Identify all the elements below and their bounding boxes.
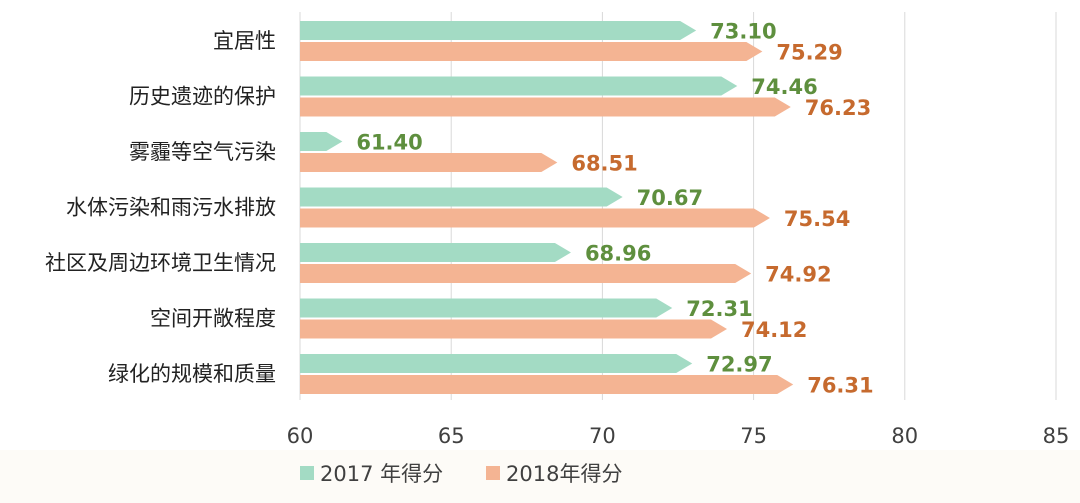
- bar-series-2: [300, 208, 770, 228]
- category-label: 宜居性: [213, 29, 276, 53]
- x-tick-label: 70: [589, 424, 616, 448]
- category-label: 空间开敞程度: [150, 307, 276, 331]
- bar-series-2: [300, 264, 752, 283]
- bar-series-2: [300, 153, 558, 172]
- data-label: 74.12: [741, 318, 807, 342]
- bar-series-2: [300, 375, 794, 394]
- data-label: 74.92: [765, 263, 831, 287]
- x-tick-label: 65: [438, 424, 465, 448]
- bar-series-1: [300, 354, 693, 373]
- legend-label: 2018年得分: [506, 462, 622, 486]
- bar-series-1: [300, 187, 623, 207]
- data-label: 68.96: [585, 242, 651, 266]
- bar-series-2: [300, 42, 763, 61]
- category-label: 绿化的规模和质量: [108, 362, 276, 386]
- category-label: 水体污染和雨污水排放: [66, 196, 276, 220]
- bar-series-1: [300, 298, 673, 318]
- bar-series-1: [300, 132, 343, 151]
- bar-series-1: [300, 243, 571, 262]
- bar-series-2: [300, 319, 727, 339]
- category-label: 历史遗迹的保护: [129, 85, 276, 109]
- bar-series-1: [300, 21, 697, 40]
- legend-label: 2017 年得分: [320, 462, 443, 486]
- category-label: 雾霾等空气污染: [129, 140, 276, 164]
- x-tick-label: 60: [287, 424, 314, 448]
- category-label: 社区及周边环境卫生情况: [45, 251, 276, 275]
- data-label: 73.10: [710, 20, 776, 44]
- legend-swatch: [300, 466, 314, 480]
- data-label: 75.29: [776, 41, 842, 65]
- data-label: 72.97: [706, 353, 772, 377]
- data-label: 61.40: [356, 131, 422, 155]
- x-tick-label: 75: [740, 424, 767, 448]
- x-tick-label: 85: [1043, 424, 1070, 448]
- data-label: 74.46: [751, 75, 817, 99]
- legend-swatch: [486, 466, 500, 480]
- data-label: 75.54: [784, 207, 850, 231]
- bar-series-2: [300, 97, 791, 117]
- data-label: 70.67: [637, 186, 703, 210]
- data-label: 68.51: [571, 152, 637, 176]
- data-label: 76.23: [805, 96, 871, 120]
- x-tick-label: 80: [891, 424, 918, 448]
- bar-series-1: [300, 76, 738, 96]
- data-label: 76.31: [807, 374, 873, 398]
- data-label: 72.31: [686, 297, 752, 321]
- legend-background: [0, 450, 1080, 503]
